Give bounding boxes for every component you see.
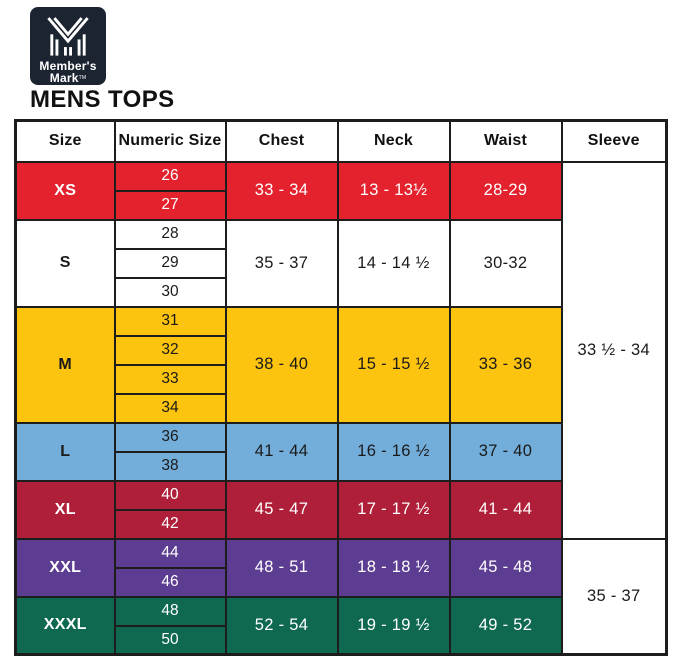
brand-line1: Member's: [39, 59, 97, 73]
sleeve-cell-group1: 33 ½ - 34: [560, 160, 668, 540]
numeric-size-cell: 44: [113, 537, 227, 569]
numeric-size-cell: 38: [113, 450, 227, 482]
neck-cell-l: 16 - 16 ½: [336, 421, 451, 482]
size-cell-xs: XS: [14, 160, 116, 221]
neck-cell-xxl: 18 - 18 ½: [336, 537, 451, 598]
column-header-numeric-size: Numeric Size: [113, 119, 227, 163]
chest-cell-xxxl: 52 - 54: [224, 595, 339, 656]
table-row-xxxl: XXXL 48 52 - 54 19 - 19 ½ 49 - 52: [14, 595, 667, 656]
sleeve-cell-group2: 35 - 37: [560, 537, 668, 656]
numeric-size-cell: 42: [113, 508, 227, 540]
chest-cell-s: 35 - 37: [224, 218, 339, 308]
numeric-size-cell: 28: [113, 218, 227, 250]
numeric-size-cell: 31: [113, 305, 227, 337]
page-title: MENS TOPS: [30, 86, 175, 113]
members-mark-logo: Member's MarkTM: [30, 7, 106, 85]
waist-cell-xs: 28-29: [448, 160, 563, 221]
waist-cell-m: 33 - 36: [448, 305, 563, 424]
numeric-size-cell: 27: [113, 189, 227, 221]
numeric-size-cell: 34: [113, 392, 227, 424]
column-header-sleeve: Sleeve: [560, 119, 668, 163]
waist-cell-xxxl: 49 - 52: [448, 595, 563, 656]
numeric-size-cell: 46: [113, 566, 227, 598]
chest-cell-xl: 45 - 47: [224, 479, 339, 540]
size-cell-s: S: [14, 218, 116, 308]
numeric-size-cell: 40: [113, 479, 227, 511]
table-row-s: S 28 35 - 37 14 - 14 ½ 30-32: [14, 218, 667, 308]
waist-cell-s: 30-32: [448, 218, 563, 308]
table-row-l: L 36 41 - 44 16 - 16 ½ 37 - 40: [14, 421, 667, 482]
chest-cell-l: 41 - 44: [224, 421, 339, 482]
waist-cell-l: 37 - 40: [448, 421, 563, 482]
numeric-size-cell: 30: [113, 276, 227, 308]
neck-cell-xs: 13 - 13½: [336, 160, 451, 221]
numeric-size-cell: 36: [113, 421, 227, 453]
numeric-size-cell: 33: [113, 363, 227, 395]
size-cell-m: M: [14, 305, 116, 424]
numeric-size-cell: 32: [113, 334, 227, 366]
chest-cell-xs: 33 - 34: [224, 160, 339, 221]
waist-cell-xl: 41 - 44: [448, 479, 563, 540]
neck-cell-xl: 17 - 17 ½: [336, 479, 451, 540]
chest-cell-m: 38 - 40: [224, 305, 339, 424]
size-cell-xxl: XXL: [14, 537, 116, 598]
neck-cell-s: 14 - 14 ½: [336, 218, 451, 308]
waist-cell-xxl: 45 - 48: [448, 537, 563, 598]
numeric-size-cell: 48: [113, 595, 227, 627]
members-mark-wordmark: Member's MarkTM: [39, 60, 96, 84]
size-cell-l: L: [14, 421, 116, 482]
table-row-xl: XL 40 45 - 47 17 - 17 ½ 41 - 44: [14, 479, 667, 540]
trademark-symbol: TM: [78, 75, 87, 81]
table-row-m: M 31 38 - 40 15 - 15 ½ 33 - 36: [14, 305, 667, 424]
neck-cell-xxxl: 19 - 19 ½: [336, 595, 451, 656]
members-mark-m-icon: [47, 17, 89, 56]
chest-cell-xxl: 48 - 51: [224, 537, 339, 598]
table-row-xs: XS 26 33 - 34 13 - 13½ 28-29 33 ½ - 34: [14, 160, 668, 540]
column-header-size: Size: [14, 119, 116, 163]
column-header-neck: Neck: [336, 119, 451, 163]
size-cell-xl: XL: [14, 479, 116, 540]
size-cell-xxxl: XXXL: [14, 595, 116, 656]
numeric-size-cell: 50: [113, 624, 227, 656]
brand-line2: MarkTM: [49, 71, 87, 85]
neck-cell-m: 15 - 15 ½: [336, 305, 451, 424]
column-header-chest: Chest: [224, 119, 339, 163]
table-row-xxl: XXL 44 48 - 51 18 - 18 ½ 45 - 48 35 - 37: [14, 537, 668, 656]
numeric-size-cell: 29: [113, 247, 227, 279]
column-header-waist: Waist: [448, 119, 563, 163]
numeric-size-cell: 26: [113, 160, 227, 192]
header-row: Size Numeric Size Chest Neck Waist Sleev…: [14, 119, 668, 163]
size-chart-table: Size Numeric Size Chest Neck Waist Sleev…: [14, 119, 668, 656]
